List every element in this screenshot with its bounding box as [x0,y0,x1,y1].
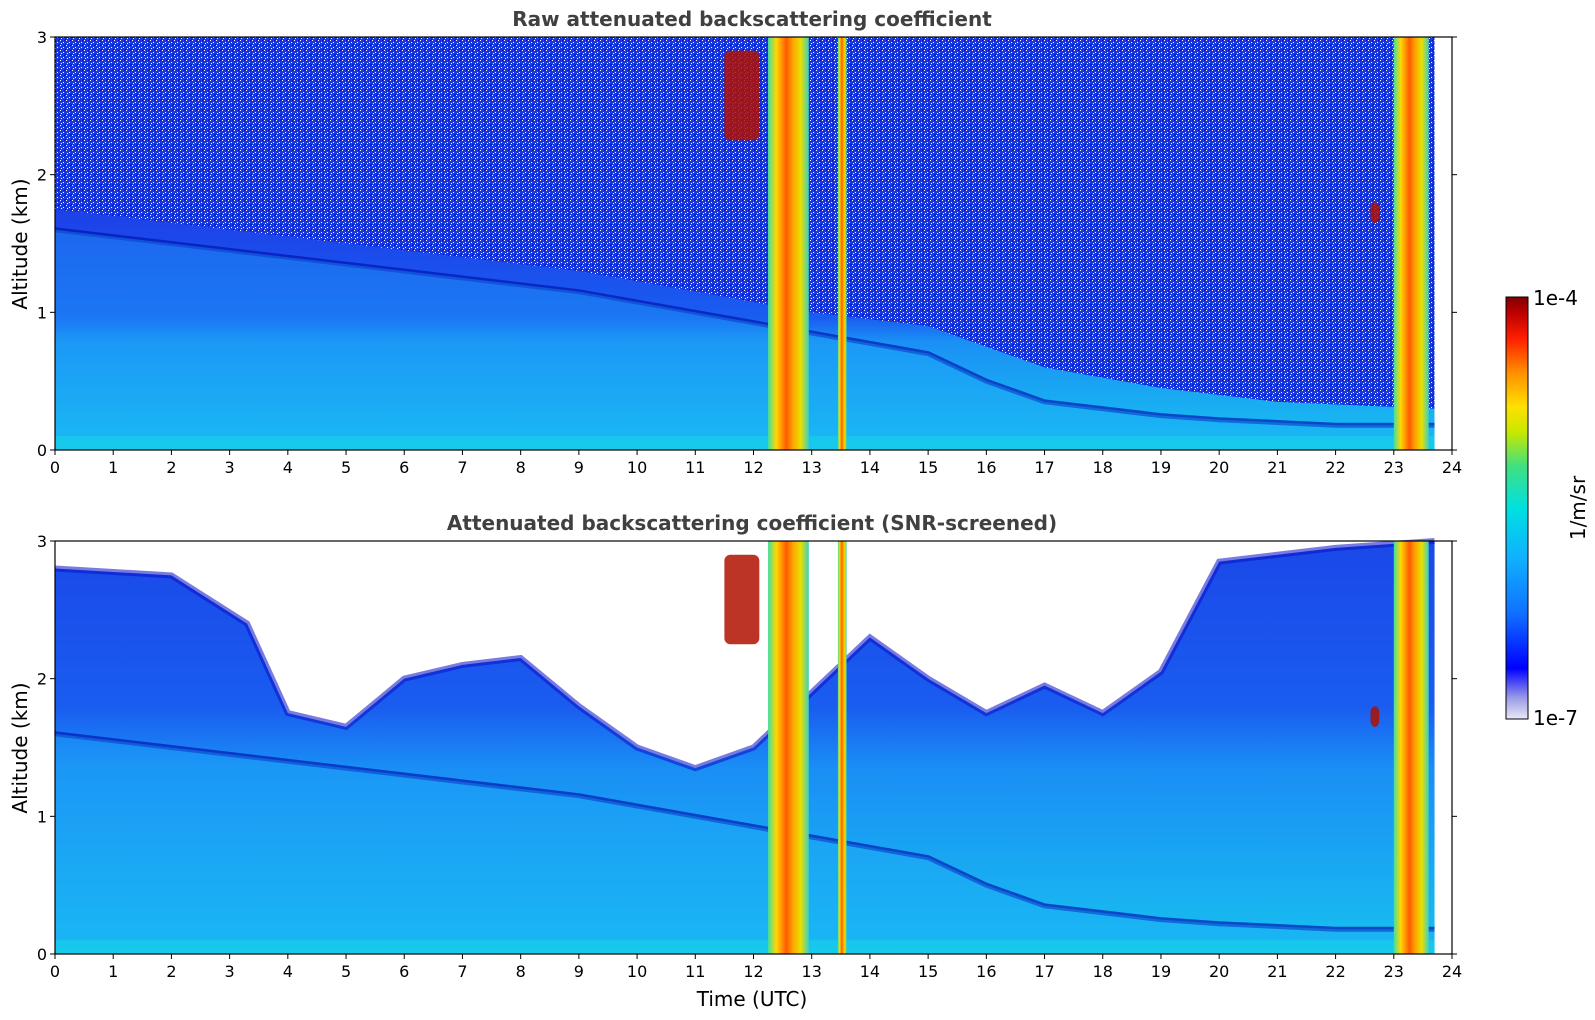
x-tick-label: 12 [743,458,763,477]
x-tick-label: 16 [976,962,996,981]
x-tick-label: 13 [802,962,822,981]
x-tick-label: 10 [627,962,647,981]
no-data-region [1434,37,1452,450]
x-tick-label: 8 [516,962,526,981]
boundary-layer-area [55,733,1435,954]
x-tick-label: 9 [574,458,584,477]
x-tick-label: 2 [166,458,176,477]
cloud-feature [724,50,760,141]
x-tick-label: 8 [516,458,526,477]
colorbar-max-label: 1e-4 [1533,286,1578,310]
x-tick-label: 21 [1267,962,1287,981]
x-tick-label: 2 [166,962,176,981]
cloud-feature [1370,202,1380,223]
x-tick-label: 12 [743,962,763,981]
colorbar: 1e-4 1e-7 1/m/sr [1505,286,1590,730]
x-tick-label: 14 [860,962,880,981]
x-tick-label: 20 [1209,458,1229,477]
x-tick-label: 5 [341,458,351,477]
colorbar-label: 1/m/sr [1566,475,1590,540]
x-tick-label: 4 [283,962,293,981]
colorbar-gradient [1505,296,1529,720]
x-tick-label: 0 [50,962,60,981]
y-tick-label: 2 [37,670,47,689]
surface-layer [55,436,1435,450]
panel-2-title: Attenuated backscattering coefficient (S… [447,511,1057,535]
x-tick-label: 6 [399,458,409,477]
colorbar-min-label: 1e-7 [1533,706,1578,730]
y-tick-label: 1 [37,807,47,826]
x-tick-label: 1 [108,458,118,477]
panel-2-ylabel: Altitude (km) [8,682,32,813]
signal-area [55,541,1435,954]
x-tick-label: 3 [225,458,235,477]
rain-column [768,541,809,954]
x-tick-label: 18 [1093,962,1113,981]
cloud-feature [1370,706,1380,727]
x-tick-label: 17 [1034,962,1054,981]
x-tick-label: 5 [341,962,351,981]
x-tick-label: 9 [574,962,584,981]
x-tick-label: 7 [457,962,467,981]
x-tick-label: 7 [457,458,467,477]
rain-column [837,541,847,954]
y-tick-label: 3 [37,532,47,551]
x-tick-label: 0 [50,458,60,477]
x-tick-label: 19 [1151,458,1171,477]
x-tick-label: 18 [1093,458,1113,477]
x-tick-label: 13 [802,458,822,477]
y-tick-label: 2 [37,166,47,185]
x-tick-label: 1 [108,962,118,981]
y-tick-label: 1 [37,303,47,322]
y-tick-label: 3 [37,28,47,47]
x-tick-label: 15 [918,458,938,477]
x-tick-label: 23 [1384,962,1404,981]
x-tick-label: 17 [1034,458,1054,477]
x-tick-label: 11 [685,458,705,477]
x-tick-label: 15 [918,962,938,981]
x-tick-label: 10 [627,458,647,477]
x-tick-label: 21 [1267,458,1287,477]
x-tick-label: 23 [1384,458,1404,477]
x-tick-label: 24 [1442,962,1462,981]
rain-column [1393,37,1429,450]
panel-1-ylabel: Altitude (km) [8,178,32,309]
x-axis-label: Time (UTC) [696,987,808,1011]
surface-layer [55,940,1435,954]
boundary-layer-top [54,227,1435,428]
cloud-feature [724,554,760,645]
panel-1: 0 1 2 3 4 5 6 7 8 9 10 11 12 13 14 15 16 17 18 19 20 21 22 23 24… [37,28,1462,477]
boundary-layer-top [54,731,1435,932]
x-tick-label: 16 [976,458,996,477]
boundary-layer-area [55,229,1435,450]
panel-2: 0 1 2 3 4 5 6 7 8 9 10 11 12 13 14 15 16 17 18 19 20 21 22 23 24… [37,532,1462,981]
rain-column [837,37,847,450]
x-tick-label: 22 [1325,962,1345,981]
x-tick-label: 11 [685,962,705,981]
screened-edge [54,538,1435,772]
x-tick-label: 24 [1442,458,1462,477]
y-tick-label: 0 [37,441,47,460]
x-tick-label: 4 [283,458,293,477]
y-tick-label: 0 [37,945,47,964]
x-tick-label: 3 [225,962,235,981]
rain-column [768,37,809,450]
x-tick-label: 20 [1209,962,1229,981]
rain-column [1393,541,1429,954]
x-tick-label: 22 [1325,458,1345,477]
panel-1-title: Raw attenuated backscattering coefficien… [512,7,992,31]
x-tick-label: 19 [1151,962,1171,981]
x-tick-label: 6 [399,962,409,981]
x-tick-label: 14 [860,458,880,477]
